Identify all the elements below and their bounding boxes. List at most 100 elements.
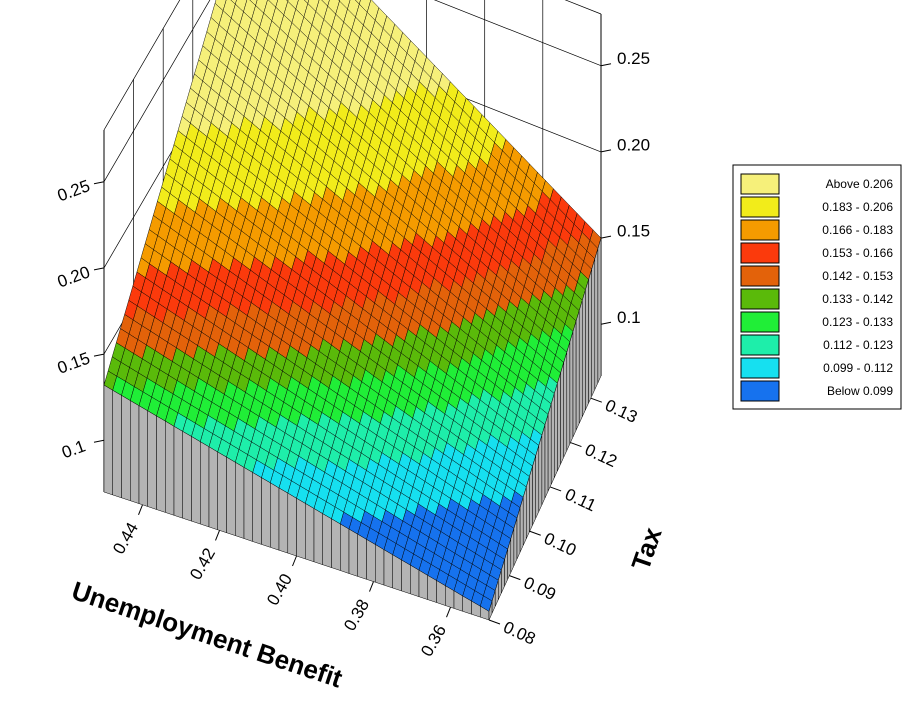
x-tick-label: 0.44	[109, 519, 142, 557]
surface-skirt	[261, 477, 271, 548]
y-tick-label: 0.12	[582, 440, 620, 471]
surface-skirt	[156, 415, 166, 513]
back-wall-gridline	[433, 0, 602, 67]
x-tick-mark	[446, 607, 451, 618]
z-tick-label-right: 0.1	[617, 308, 641, 327]
x-tick-label: 0.38	[340, 596, 373, 634]
surface-skirt	[557, 372, 561, 472]
surface-skirt	[121, 394, 131, 502]
surface-skirt	[313, 508, 323, 566]
legend-swatch	[740, 311, 780, 333]
surface-skirt	[182, 430, 192, 522]
y-tick-label: 0.08	[500, 617, 538, 648]
surface-skirt	[130, 400, 140, 504]
legend-swatch	[740, 219, 780, 241]
legend-label: 0.153 - 0.166	[822, 246, 893, 260]
x-tick-mark	[138, 504, 143, 515]
legend-label: 0.133 - 0.142	[822, 292, 893, 306]
surface-skirt	[340, 523, 350, 574]
surface-skirt	[410, 564, 420, 598]
surface-skirt	[566, 341, 571, 451]
y-tick-label: 0.13	[602, 396, 640, 427]
surface-skirt	[541, 424, 546, 505]
surface-mesh	[103, 0, 602, 621]
y-tick-label: 0.10	[541, 529, 579, 560]
surface-skirt	[572, 320, 577, 438]
surface-skirt	[366, 538, 376, 583]
surface-skirt	[597, 238, 602, 383]
y-tick-mark	[549, 486, 562, 492]
y-tick-mark	[488, 619, 501, 625]
surface-skirt	[138, 405, 148, 507]
surface-skirt	[401, 559, 411, 595]
surface-skirt	[582, 289, 586, 417]
legend-swatch	[740, 196, 780, 218]
surface-skirt	[519, 497, 524, 553]
surface-skirt	[226, 456, 236, 536]
legend-swatch	[740, 242, 780, 264]
legend-label: 0.166 - 0.183	[822, 223, 893, 237]
surface-skirt	[112, 389, 122, 499]
legend-swatch	[740, 334, 780, 356]
surface-skirt	[594, 248, 599, 390]
z-tick-label-right: 0.20	[617, 135, 650, 154]
surface-skirt	[526, 476, 530, 539]
surface-skirt	[208, 446, 218, 531]
legend-swatch	[740, 357, 780, 379]
surface-skirt	[588, 269, 592, 404]
legend-swatch	[740, 380, 780, 402]
y-tick-label: 0.11	[562, 485, 599, 516]
x-tick-label: 0.40	[263, 570, 296, 608]
legend-swatch	[740, 173, 780, 195]
surface-skirt	[243, 466, 253, 542]
surface-skirt	[569, 331, 574, 444]
surface-skirt	[331, 518, 341, 571]
y-tick-label: 0.09	[521, 573, 559, 604]
surface-skirt	[578, 300, 583, 424]
surface-skirt	[547, 403, 552, 492]
z-tick-mark-left	[93, 267, 105, 271]
surface-skirt	[235, 461, 245, 539]
legend-label: Below 0.099	[827, 384, 893, 398]
x-tick-label: 0.42	[186, 545, 219, 583]
z-tick-mark-right	[600, 63, 612, 67]
surface-skirt	[427, 574, 437, 603]
surface-skirt	[147, 410, 157, 510]
back-wall-gridline	[103, 0, 211, 182]
surface-skirt	[529, 466, 533, 533]
surface-skirt	[191, 436, 201, 525]
surface-skirt	[575, 310, 580, 431]
surface-skirt	[375, 544, 385, 586]
surface-skirt	[217, 451, 227, 534]
surface-skirt	[357, 533, 367, 580]
z-tick-mark-right	[600, 235, 612, 239]
z-tick-mark-left	[93, 439, 105, 443]
legend-swatch	[740, 265, 780, 287]
x-tick-mark	[292, 555, 297, 567]
y-tick-mark	[509, 575, 521, 581]
surface-skirt	[392, 554, 402, 592]
surface-skirt	[532, 455, 536, 526]
surface-skirt	[103, 384, 113, 496]
surface-skirt	[165, 420, 175, 516]
surface-skirt	[173, 425, 183, 519]
z-tick-label-left: 0.25	[55, 176, 93, 205]
y-tick-mark	[570, 442, 582, 448]
z-tick-mark-left	[93, 181, 105, 185]
x-tick-label: 0.36	[417, 622, 450, 660]
surface-skirt	[522, 486, 527, 546]
surface-skirt	[200, 441, 210, 528]
y-tick-mark	[529, 530, 541, 536]
surface-skirt	[535, 445, 540, 519]
x-tick-mark	[369, 581, 374, 592]
surface-skirt	[270, 482, 280, 551]
surface-skirt	[305, 502, 315, 563]
surface-skirt	[252, 472, 262, 545]
legend: Above 0.206 0.183 - 0.206 0.166 - 0.183 0.1…	[732, 164, 902, 410]
legend-swatch	[740, 288, 780, 310]
z-tick-mark-left	[93, 353, 105, 357]
z-tick-mark-right	[600, 149, 612, 153]
x-axis-title: Unemployment Benefit	[68, 575, 346, 693]
surface-skirt	[591, 258, 596, 397]
